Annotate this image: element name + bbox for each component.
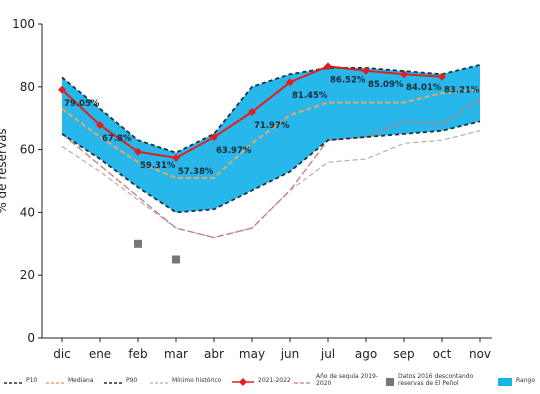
data-label: 85.09% (368, 80, 404, 90)
series-mediana (61, 88, 481, 179)
legend-item: P90 (104, 368, 137, 392)
series-p10 (61, 120, 481, 214)
point-2021-2022 (210, 133, 218, 142)
data-label: 67.8% (102, 134, 132, 144)
point-2021-2022 (248, 108, 256, 117)
legend: P10 Mediana P90 Mínimo histórico 2021-2022 Añ… (0, 368, 540, 392)
data-label: 59.31% (140, 161, 176, 171)
point-2021-2022 (134, 147, 142, 156)
range-band (62, 64, 480, 213)
legend-item: Rango (498, 368, 535, 392)
legend-label: 2021-2022 (258, 376, 291, 384)
x-tick-label: ago (355, 347, 377, 361)
data-label: 81.45% (292, 91, 328, 101)
x-tick-label: jul (320, 347, 335, 361)
y-tick-label: 40 (20, 205, 35, 219)
data-label: 84.01% (406, 83, 442, 93)
series-sequia-2019-2020 (61, 98, 481, 239)
x-tick-label: mar (164, 347, 188, 361)
x-tick-label: jun (280, 347, 300, 361)
x-tick-label: oct (433, 347, 452, 361)
legend-label: Año de sequía 2019-2020 (316, 373, 379, 387)
legend-swatch (232, 371, 254, 390)
y-tick-label: 0 (27, 331, 35, 345)
point-2021-2022 (172, 153, 180, 162)
x-tick-label: ene (89, 347, 111, 361)
legend-item: P10 (4, 368, 37, 392)
point-2016 (134, 239, 142, 248)
legend-label: Mínimo histórico (172, 376, 222, 384)
series-layer (58, 62, 481, 264)
x-tick-label: dic (53, 347, 71, 361)
data-label: 71.97% (254, 121, 290, 131)
x-tick-label: abr (204, 347, 224, 361)
data-label: 86.52% (330, 75, 366, 85)
y-axis-label: % de reservas (0, 128, 9, 213)
legend-swatch (4, 371, 22, 390)
x-tick-label: feb (128, 347, 147, 361)
legend-item: Año de sequía 2019-2020 (294, 368, 380, 392)
legend-swatch (104, 371, 122, 390)
data-label: 57.38% (178, 167, 214, 177)
point-2021-2022 (96, 121, 104, 130)
data-label-layer: 79.05% 67.8% 59.31%57.38% 63.97% 71.97% 81.45… (64, 75, 480, 176)
x-tick-label: sep (393, 347, 414, 361)
y-tick-label: 60 (20, 143, 35, 157)
legend-swatch (46, 371, 64, 390)
legend-label: P90 (126, 376, 138, 384)
range-band-layer (62, 64, 480, 213)
legend-item: Mínimo histórico (150, 368, 221, 392)
legend-label: Mediana (68, 376, 94, 384)
legend-swatch (386, 371, 394, 390)
legend-swatch (498, 371, 512, 390)
legend-item: Mediana (46, 368, 94, 392)
x-tick-label: may (239, 347, 265, 361)
legend-label: Datos 2016 descontando reservas de El Pe… (398, 373, 474, 387)
data-label: 83.21% (444, 86, 480, 96)
legend-item: 2021-2022 (232, 368, 291, 392)
axis-layer: 0 20 40 60 80 100 dic ene feb mar abr may jun jul ago s… (0, 17, 492, 361)
point-2021-2022 (324, 62, 332, 71)
point-2021-2022 (400, 70, 408, 79)
y-tick-label: 20 (20, 268, 35, 282)
legend-label: P10 (26, 376, 38, 384)
point-2021-2022 (58, 85, 66, 94)
data-label: 63.97% (216, 146, 252, 156)
data-label: 79.05% (64, 99, 100, 109)
x-tick-label: nov (469, 347, 491, 361)
legend-item: Datos 2016 descontando reservas de El Pe… (386, 368, 478, 392)
legend-swatch (294, 371, 312, 390)
y-tick-label: 100 (12, 17, 35, 31)
series-p90 (61, 63, 481, 154)
point-2016 (172, 255, 180, 264)
legend-label: Rango (516, 376, 535, 384)
y-tick-label: 80 (20, 80, 35, 94)
point-2021-2022 (438, 72, 446, 81)
point-2021-2022 (286, 78, 294, 87)
legend-swatch (150, 371, 168, 390)
point-2021-2022 (362, 66, 370, 75)
